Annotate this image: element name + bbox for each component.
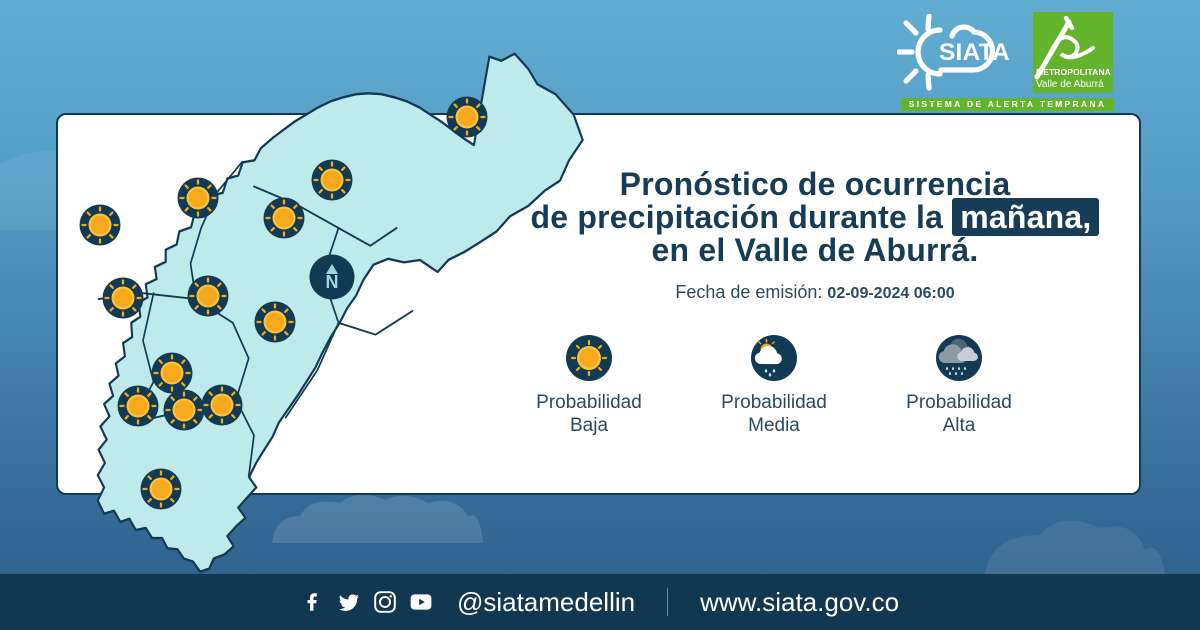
svg-text:Valle de Aburrá: Valle de Aburrá	[1036, 79, 1104, 90]
svg-text:METROPOLITANA: METROPOLITANA	[1036, 67, 1111, 77]
svg-text:SIATA: SIATA	[939, 39, 1010, 66]
svg-text:N: N	[326, 272, 339, 292]
